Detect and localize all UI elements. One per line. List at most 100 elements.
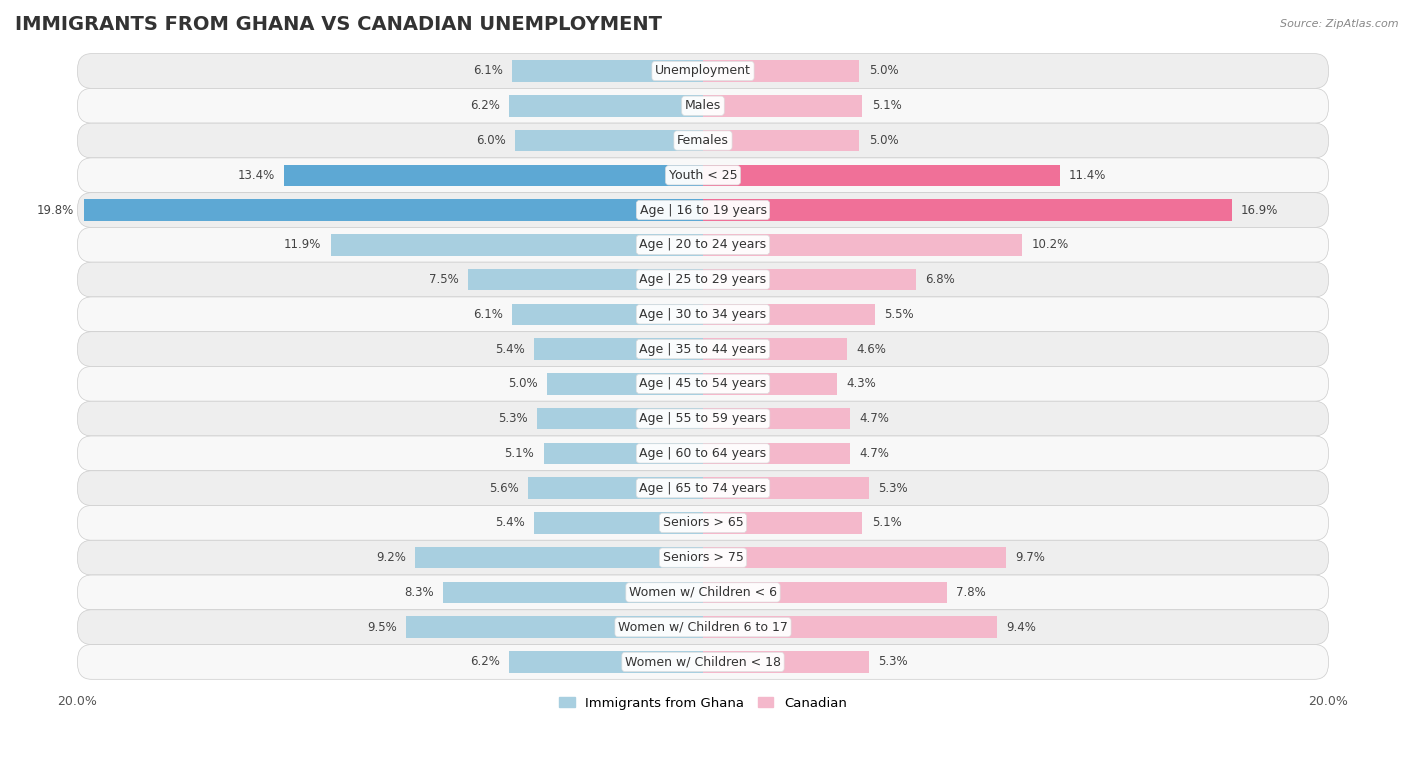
Text: 6.2%: 6.2% [470,99,499,112]
Bar [703,304,875,325]
Text: 5.3%: 5.3% [879,656,908,668]
Text: 4.7%: 4.7% [859,412,889,425]
Bar [512,304,703,325]
Bar [703,478,869,499]
FancyBboxPatch shape [77,506,1329,540]
Text: 6.1%: 6.1% [472,308,503,321]
Bar [516,129,703,151]
FancyBboxPatch shape [77,193,1329,227]
Text: Age | 35 to 44 years: Age | 35 to 44 years [640,343,766,356]
Bar [703,408,851,429]
Bar [703,95,862,117]
Text: 6.2%: 6.2% [470,656,499,668]
Bar [703,164,1060,186]
Bar [703,581,946,603]
Bar [534,512,703,534]
Text: Women w/ Children < 18: Women w/ Children < 18 [626,656,780,668]
Bar [406,616,703,638]
FancyBboxPatch shape [77,401,1329,436]
Text: 13.4%: 13.4% [238,169,274,182]
Bar [527,478,703,499]
Text: 11.9%: 11.9% [284,238,322,251]
Text: 5.1%: 5.1% [872,99,901,112]
Bar [703,269,915,291]
Text: 9.5%: 9.5% [367,621,396,634]
Text: Age | 55 to 59 years: Age | 55 to 59 years [640,412,766,425]
Bar [537,408,703,429]
FancyBboxPatch shape [77,123,1329,158]
FancyBboxPatch shape [77,332,1329,366]
Bar [443,581,703,603]
Text: 16.9%: 16.9% [1241,204,1278,217]
FancyBboxPatch shape [77,297,1329,332]
FancyBboxPatch shape [77,540,1329,575]
FancyBboxPatch shape [77,366,1329,401]
Bar [509,95,703,117]
Text: 5.3%: 5.3% [879,481,908,494]
Text: Age | 60 to 64 years: Age | 60 to 64 years [640,447,766,459]
Bar [703,373,838,394]
Text: 5.0%: 5.0% [869,134,898,147]
Bar [703,61,859,82]
Bar [703,234,1022,256]
Bar [547,373,703,394]
Text: Age | 65 to 74 years: Age | 65 to 74 years [640,481,766,494]
Text: 7.5%: 7.5% [429,273,460,286]
Text: 9.2%: 9.2% [375,551,406,564]
Text: Age | 30 to 34 years: Age | 30 to 34 years [640,308,766,321]
Bar [84,199,703,221]
FancyBboxPatch shape [77,436,1329,471]
Text: 7.8%: 7.8% [956,586,986,599]
Bar [703,547,1007,569]
Text: 5.0%: 5.0% [508,377,537,391]
Text: 4.7%: 4.7% [859,447,889,459]
Bar [703,199,1232,221]
Text: 6.0%: 6.0% [477,134,506,147]
Bar [330,234,703,256]
Text: Seniors > 75: Seniors > 75 [662,551,744,564]
Text: Women w/ Children < 6: Women w/ Children < 6 [628,586,778,599]
Text: 4.3%: 4.3% [846,377,876,391]
Text: 10.2%: 10.2% [1032,238,1069,251]
FancyBboxPatch shape [77,575,1329,610]
FancyBboxPatch shape [77,644,1329,679]
FancyBboxPatch shape [77,262,1329,297]
Text: Age | 45 to 54 years: Age | 45 to 54 years [640,377,766,391]
Bar [284,164,703,186]
Text: 5.4%: 5.4% [495,343,524,356]
Text: 5.3%: 5.3% [498,412,527,425]
Bar [468,269,703,291]
Text: 5.1%: 5.1% [872,516,901,529]
Text: 5.6%: 5.6% [489,481,519,494]
Bar [703,651,869,673]
Bar [703,338,846,360]
Text: 19.8%: 19.8% [37,204,75,217]
Text: Age | 25 to 29 years: Age | 25 to 29 years [640,273,766,286]
Text: 5.0%: 5.0% [869,64,898,77]
Bar [703,129,859,151]
Legend: Immigrants from Ghana, Canadian: Immigrants from Ghana, Canadian [554,691,852,715]
FancyBboxPatch shape [77,471,1329,506]
FancyBboxPatch shape [77,54,1329,89]
Bar [415,547,703,569]
Text: 11.4%: 11.4% [1069,169,1107,182]
Bar [703,443,851,464]
Text: Youth < 25: Youth < 25 [669,169,737,182]
Text: Males: Males [685,99,721,112]
Text: Source: ZipAtlas.com: Source: ZipAtlas.com [1281,19,1399,29]
Text: 4.6%: 4.6% [856,343,886,356]
Bar [512,61,703,82]
Text: Women w/ Children 6 to 17: Women w/ Children 6 to 17 [619,621,787,634]
Text: Unemployment: Unemployment [655,64,751,77]
Bar [544,443,703,464]
FancyBboxPatch shape [77,610,1329,644]
Text: 8.3%: 8.3% [405,586,434,599]
Text: IMMIGRANTS FROM GHANA VS CANADIAN UNEMPLOYMENT: IMMIGRANTS FROM GHANA VS CANADIAN UNEMPL… [15,15,662,34]
Text: 9.7%: 9.7% [1015,551,1046,564]
Bar [534,338,703,360]
FancyBboxPatch shape [77,158,1329,193]
Bar [703,512,862,534]
Text: 9.4%: 9.4% [1007,621,1036,634]
Text: Age | 16 to 19 years: Age | 16 to 19 years [640,204,766,217]
Bar [509,651,703,673]
